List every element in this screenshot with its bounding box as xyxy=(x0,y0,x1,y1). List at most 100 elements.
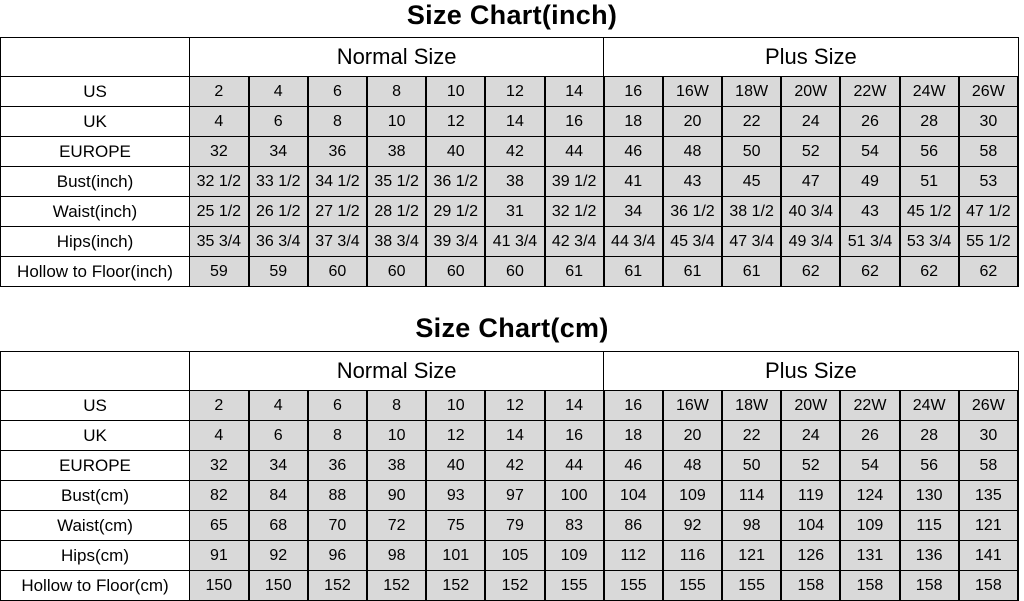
table-cell: 18 xyxy=(603,420,664,451)
table-cell: 112 xyxy=(603,540,664,571)
row-label: Hollow to Floor(cm) xyxy=(0,570,190,601)
group-header-normal: Normal Size xyxy=(188,351,605,391)
table-cell: 54 xyxy=(839,450,901,481)
table-cell: 98 xyxy=(366,540,428,571)
table-row: Hips(cm) 91 92 96 98 101 105 109 112 116 121 126 131… xyxy=(0,540,1020,571)
table-cell: 43 xyxy=(839,196,901,227)
table-cell: 2 xyxy=(188,76,250,107)
table-cell: 109 xyxy=(839,510,901,541)
table-cell: 135 xyxy=(958,480,1020,511)
table-cell: 8 xyxy=(307,420,369,451)
table-cell: 6 xyxy=(307,76,369,107)
table-row: UK 4 6 8 10 12 14 16 18 20 22 24 26 28 30 xyxy=(0,420,1020,451)
table-row: US 2 4 6 8 10 12 14 16 16W 18W 20W 22W 24W 26W xyxy=(0,390,1020,421)
table-cell: 29 1/2 xyxy=(425,196,487,227)
table-cell: 155 xyxy=(603,570,664,601)
table-cell: 26W xyxy=(958,390,1020,421)
table-cell: 16W xyxy=(662,390,724,421)
group-header-plus: Plus Size xyxy=(603,37,1019,77)
table-row: Waist(inch) 25 1/2 26 1/2 27 1/2 28 1/2 29 1/… xyxy=(0,196,1020,227)
table-cell: 109 xyxy=(544,540,605,571)
table-cell: 41 3/4 xyxy=(484,226,546,257)
table-cell: 48 xyxy=(662,136,724,167)
table-cell: 34 1/2 xyxy=(307,166,369,197)
table-cell: 59 xyxy=(188,256,250,287)
table-cell: 14 xyxy=(484,420,546,451)
table-cell: 136 xyxy=(899,540,960,571)
table-cell: 16W xyxy=(662,76,724,107)
table-cell: 10 xyxy=(366,420,428,451)
table-cell: 24W xyxy=(899,390,960,421)
table-cell: 47 xyxy=(780,166,842,197)
row-label: Hollow to Floor(inch) xyxy=(0,256,190,287)
table-cell: 121 xyxy=(958,510,1020,541)
table-cell: 56 xyxy=(899,450,960,481)
table-cell: 22W xyxy=(839,76,901,107)
table-cell: 36 xyxy=(307,136,369,167)
table-cell: 60 xyxy=(484,256,546,287)
table-cell: 38 xyxy=(366,450,428,481)
table-cell: 26 xyxy=(839,420,901,451)
table-cell: 34 xyxy=(603,196,664,227)
table-cell: 131 xyxy=(839,540,901,571)
table-cell: 97 xyxy=(484,480,546,511)
table-cell: 51 3/4 xyxy=(839,226,901,257)
table-cell: 32 xyxy=(188,136,250,167)
table-cell: 104 xyxy=(780,510,842,541)
table-cell: 38 xyxy=(366,136,428,167)
table-cell: 33 1/2 xyxy=(248,166,309,197)
table-cell: 84 xyxy=(248,480,309,511)
table-cell: 2 xyxy=(188,390,250,421)
table-cell: 35 3/4 xyxy=(188,226,250,257)
table-cell: 6 xyxy=(307,390,369,421)
table-cell: 53 3/4 xyxy=(899,226,960,257)
table-title: Size Chart(inch) xyxy=(406,0,618,30)
table-cell: 93 xyxy=(425,480,487,511)
table-cell: 20W xyxy=(780,76,842,107)
table-cell: 4 xyxy=(248,76,309,107)
table-cell: 24 xyxy=(780,420,842,451)
table-cell: 56 xyxy=(899,136,960,167)
table-cell: 114 xyxy=(721,480,783,511)
table-cell: 46 xyxy=(603,450,664,481)
table-cell: 26 xyxy=(839,106,901,137)
corner-cell xyxy=(0,351,190,391)
table-cell: 60 xyxy=(307,256,369,287)
table-cell: 158 xyxy=(958,570,1020,601)
table-cell: 62 xyxy=(839,256,901,287)
row-label: US xyxy=(0,76,190,107)
table-cell: 31 xyxy=(484,196,546,227)
row-label: Hips(cm) xyxy=(0,540,190,571)
table-cell: 12 xyxy=(425,106,487,137)
table-cell: 42 xyxy=(484,450,546,481)
table-cell: 75 xyxy=(425,510,487,541)
table-cell: 34 xyxy=(248,450,309,481)
table-cell: 38 xyxy=(484,166,546,197)
table-cell: 86 xyxy=(603,510,664,541)
table-cell: 62 xyxy=(958,256,1020,287)
table-row: EUROPE 32 34 36 38 40 42 44 46 48 50 52 54 56 58 xyxy=(0,136,1020,167)
table-cell: 16 xyxy=(603,390,664,421)
table-row: US 2 4 6 8 10 12 14 16 16W 18W 20W 22W 24W 26W xyxy=(0,76,1020,107)
table-cell: 6 xyxy=(248,106,309,137)
table-cell: 152 xyxy=(484,570,546,601)
table-cell: 22 xyxy=(721,420,783,451)
table-cell: 27 1/2 xyxy=(307,196,369,227)
table-cell: 8 xyxy=(366,390,428,421)
table-cell: 22 xyxy=(721,106,783,137)
row-label: UK xyxy=(0,420,190,451)
row-label: Hips(inch) xyxy=(0,226,190,257)
table-cell: 28 1/2 xyxy=(366,196,428,227)
table-cell: 38 3/4 xyxy=(366,226,428,257)
table-cell: 47 3/4 xyxy=(721,226,783,257)
table-cell: 119 xyxy=(780,480,842,511)
table-cell: 61 xyxy=(603,256,664,287)
table-cell: 24W xyxy=(899,76,960,107)
group-header-plus: Plus Size xyxy=(603,351,1019,391)
table-cell: 20 xyxy=(662,420,724,451)
table-cell: 36 1/2 xyxy=(662,196,724,227)
table-cell: 90 xyxy=(366,480,428,511)
table-cell: 4 xyxy=(188,420,250,451)
table-cell: 28 xyxy=(899,106,960,137)
size-chart-cm: Normal Size Plus Size US 2 4 6 8 10 12 14 16 16W 18W… xyxy=(0,351,1020,601)
